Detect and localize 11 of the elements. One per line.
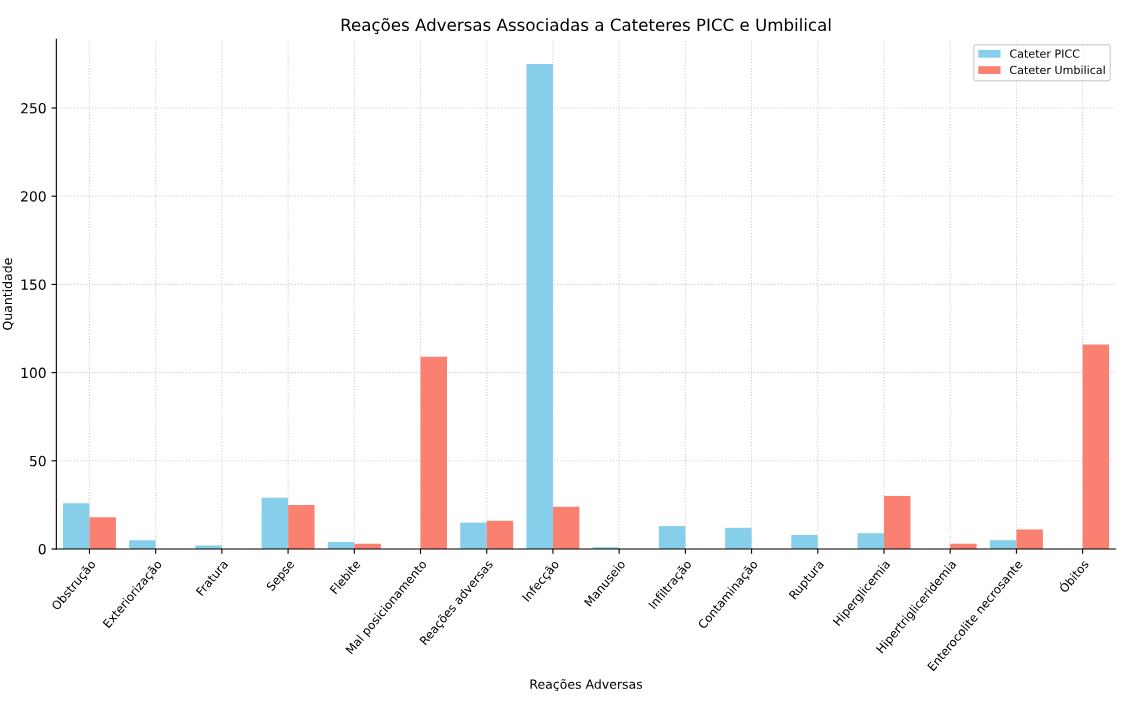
- chart-title: Reações Adversas Associadas a Cateteres PICC e Umbilical: [341, 17, 831, 35]
- y-tick-label: 150: [21, 279, 46, 290]
- y-tick-label: 200: [21, 191, 46, 202]
- y-axis-title: Quantidade: [2, 258, 14, 330]
- y-tick-label: 100: [21, 367, 46, 379]
- legend-label: Cateter Umbilical: [1010, 65, 1105, 75]
- legend-label: Cateter PICC: [1010, 49, 1080, 58]
- y-tick-label: 0: [38, 543, 46, 555]
- y-tick-label: 50: [30, 455, 46, 467]
- y-tick-label: 250: [21, 102, 46, 114]
- x-axis-title: Reações Adversas: [530, 678, 643, 692]
